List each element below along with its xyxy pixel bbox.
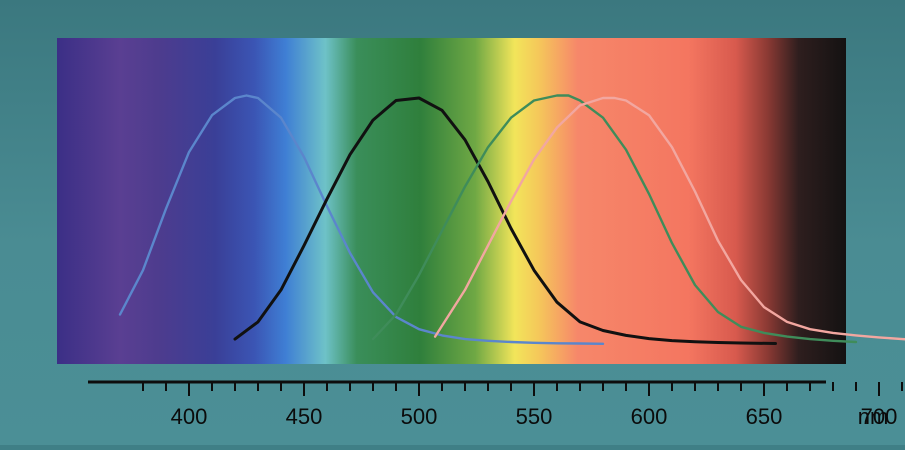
- tick-label: 450: [286, 404, 323, 429]
- series-line-3: [371, 94, 858, 344]
- spectrum-band: [57, 38, 846, 364]
- tick-label: 600: [631, 404, 668, 429]
- tick-label: 650: [746, 404, 783, 429]
- series-line-4: [433, 96, 905, 341]
- tick-label: 700: [861, 404, 898, 429]
- tick-label: 400: [171, 404, 208, 429]
- tick-label: 550: [516, 404, 553, 429]
- series-line-1: [118, 94, 605, 345]
- x-unit-label: nm: [858, 404, 889, 429]
- series-line-2: [233, 96, 777, 345]
- curve-layer: [118, 94, 905, 345]
- tick-label: 500: [401, 404, 438, 429]
